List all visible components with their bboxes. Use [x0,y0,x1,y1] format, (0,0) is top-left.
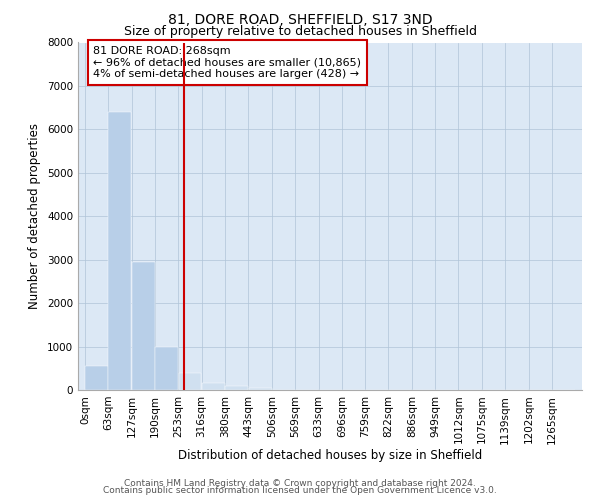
Bar [155,346,178,390]
Text: Size of property relative to detached houses in Sheffield: Size of property relative to detached ho… [124,25,476,38]
Bar [132,262,155,390]
Bar [179,374,202,390]
Y-axis label: Number of detached properties: Number of detached properties [28,123,41,309]
Bar [248,388,272,390]
X-axis label: Distribution of detached houses by size in Sheffield: Distribution of detached houses by size … [178,449,482,462]
Bar [109,112,131,390]
Text: 81, DORE ROAD, SHEFFIELD, S17 3ND: 81, DORE ROAD, SHEFFIELD, S17 3ND [167,12,433,26]
Text: 81 DORE ROAD: 268sqm
← 96% of detached houses are smaller (10,865)
4% of semi-de: 81 DORE ROAD: 268sqm ← 96% of detached h… [93,46,361,79]
Bar [226,386,248,390]
Text: Contains public sector information licensed under the Open Government Licence v3: Contains public sector information licen… [103,486,497,495]
Text: Contains HM Land Registry data © Crown copyright and database right 2024.: Contains HM Land Registry data © Crown c… [124,478,476,488]
Bar [85,366,108,390]
Bar [202,384,224,390]
